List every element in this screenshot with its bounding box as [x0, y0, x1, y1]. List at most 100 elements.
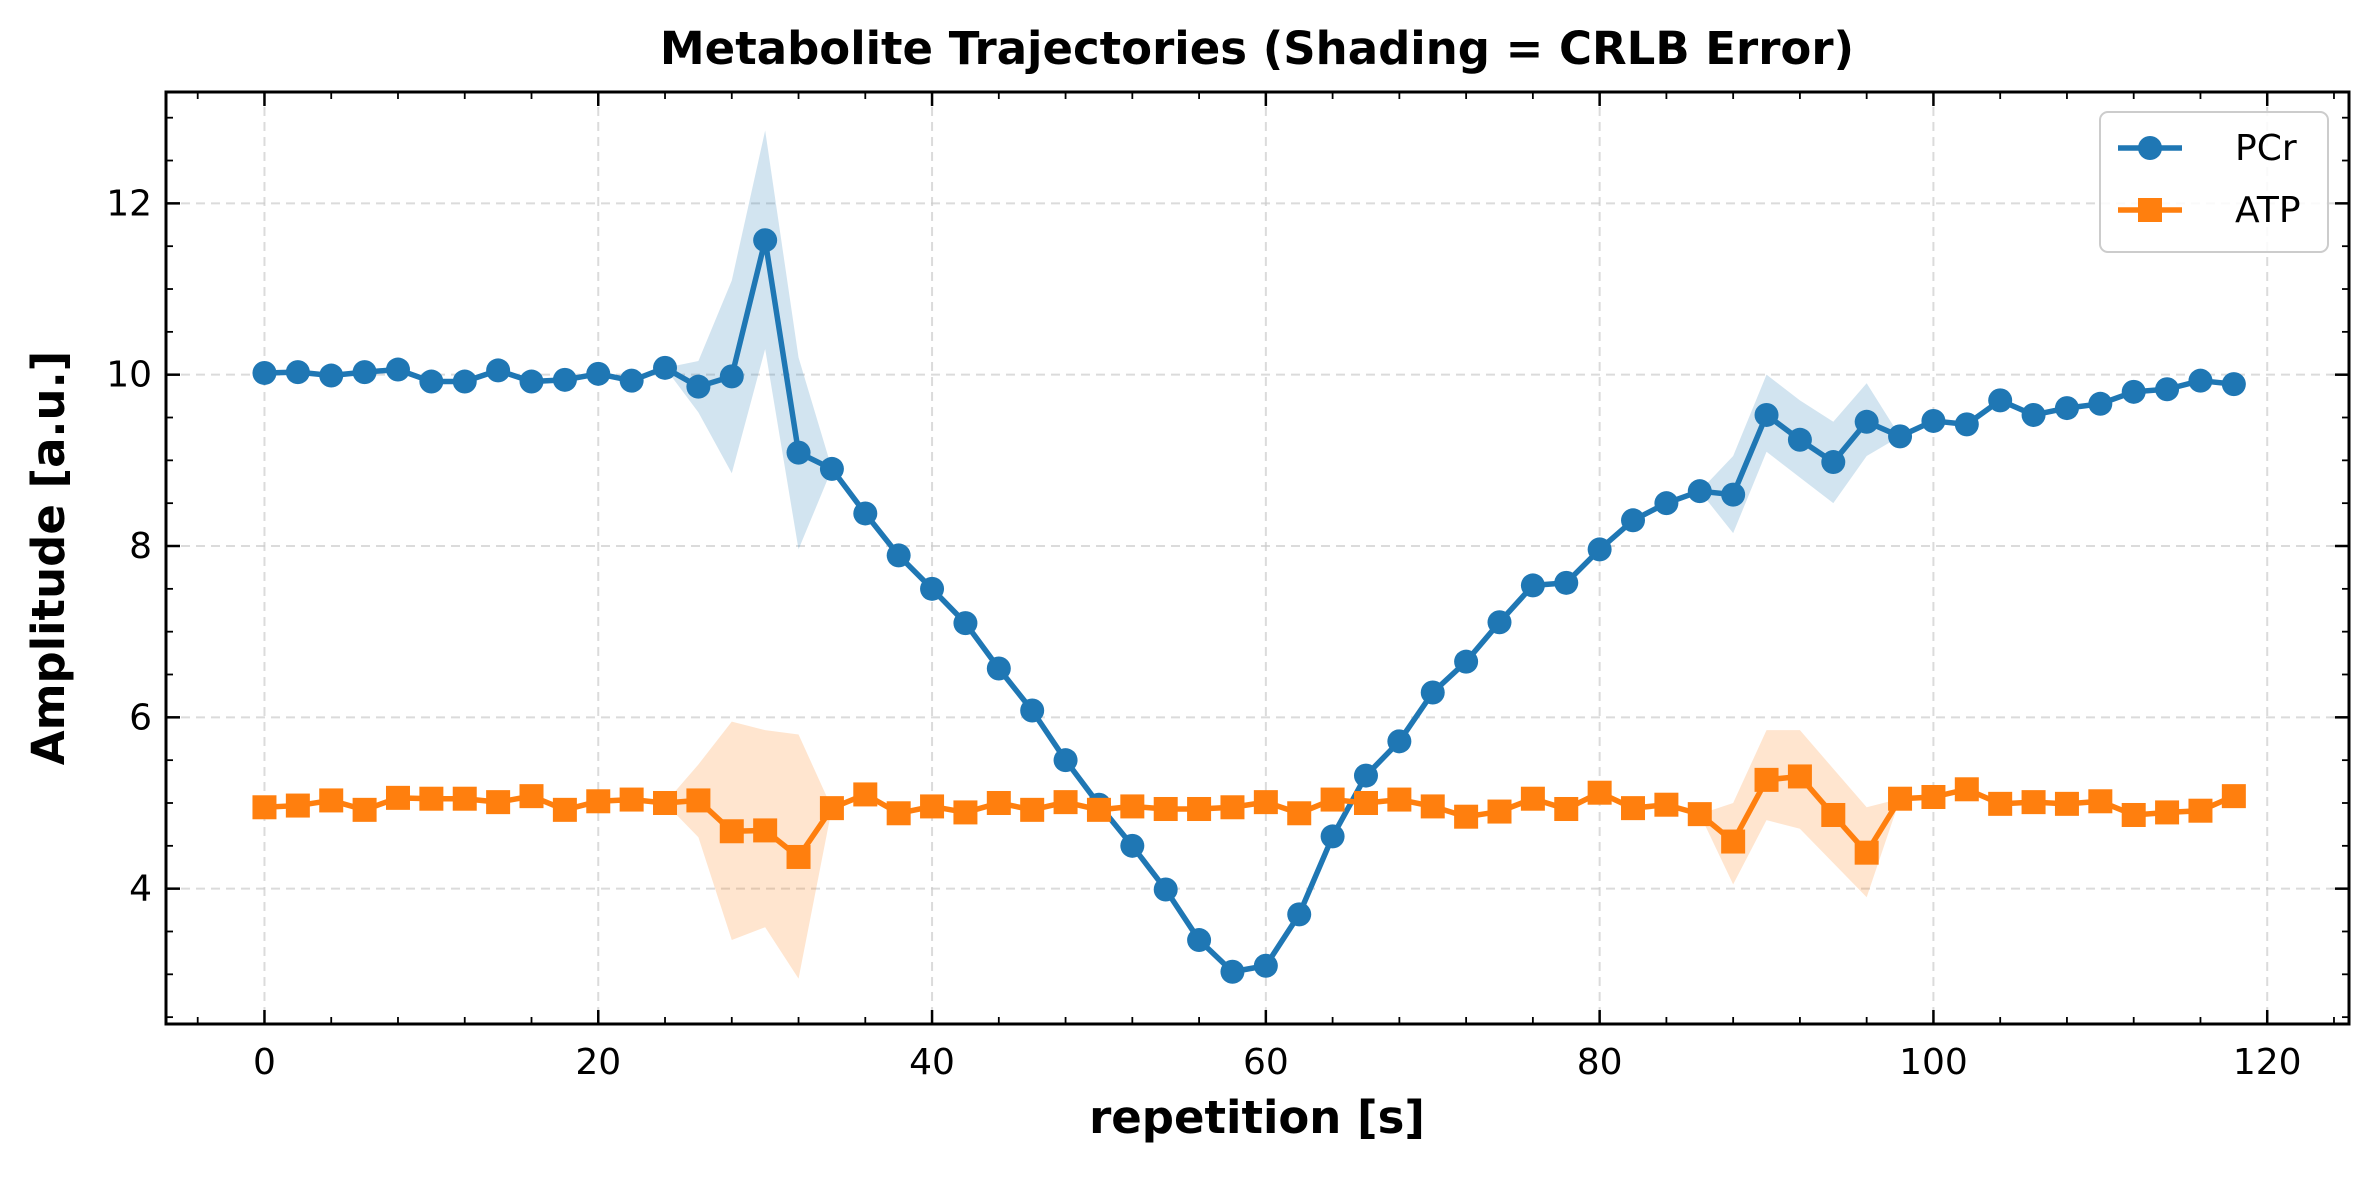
- pcr-point: [2088, 391, 2113, 416]
- atp-point: [1587, 780, 1612, 805]
- atp-point: [853, 782, 878, 807]
- pcr-point: [1420, 680, 1445, 705]
- atp-point: [786, 844, 811, 869]
- pcr-point: [1487, 610, 1512, 635]
- atp-point: [1921, 784, 1946, 809]
- x-tick-label: 20: [575, 1042, 621, 1083]
- atp-point: [1754, 767, 1779, 792]
- atp-point: [352, 797, 377, 822]
- pcr-point: [2054, 396, 2079, 421]
- legend: PCr ATP: [2099, 111, 2329, 253]
- atp-point: [1554, 796, 1579, 821]
- atp-point: [1654, 792, 1679, 817]
- x-tick-label: 120: [2233, 1042, 2302, 1083]
- atp-point: [1721, 829, 1746, 854]
- atp-point: [886, 801, 911, 826]
- atp-point: [986, 790, 1011, 815]
- atp-point: [1287, 801, 1312, 826]
- chart-title: Metabolite Trajectories (Shading = CRLB …: [660, 22, 1854, 75]
- pcr-point: [1654, 491, 1679, 516]
- atp-point: [1220, 795, 1245, 820]
- atp-point: [819, 796, 844, 821]
- grid-lines: [166, 92, 2349, 1024]
- pcr-point: [319, 363, 344, 388]
- atp-point: [486, 790, 511, 815]
- pcr-series-line: [264, 237, 2235, 975]
- pcr-point: [1587, 537, 1612, 562]
- series-lines: [252, 228, 2246, 984]
- atp-point: [1187, 796, 1212, 821]
- pcr-point: [1287, 902, 1312, 927]
- atp-point: [1153, 796, 1178, 821]
- pcr-point: [753, 228, 778, 253]
- pcr-point: [1687, 479, 1712, 504]
- pcr-point: [552, 367, 577, 392]
- pcr-point: [1253, 953, 1278, 978]
- x-tick-label: 60: [1243, 1042, 1289, 1083]
- pcr-point: [619, 368, 644, 393]
- pcr-point: [1554, 570, 1579, 595]
- pcr-point: [920, 576, 945, 601]
- atp-point: [1854, 840, 1879, 865]
- atp-point: [1954, 777, 1979, 802]
- pcr-point: [1721, 482, 1746, 507]
- pcr-point: [2155, 377, 2180, 402]
- pcr-point: [1988, 388, 2013, 413]
- atp-point: [252, 795, 277, 820]
- pcr-point: [1854, 409, 1879, 434]
- pcr-point: [1921, 408, 1946, 433]
- pcr-point: [252, 360, 277, 385]
- atp-point: [385, 785, 410, 810]
- x-tick-label: 0: [253, 1042, 276, 1083]
- pcr-point: [653, 355, 678, 380]
- pcr-point: [1621, 508, 1646, 533]
- atp-point: [686, 788, 711, 813]
- pcr-point: [853, 501, 878, 526]
- atp-point: [419, 786, 444, 811]
- pcr-point: [1387, 729, 1412, 754]
- atp-point: [753, 818, 778, 843]
- atp-point: [552, 797, 577, 822]
- atp-point: [1420, 794, 1445, 819]
- pcr-point: [986, 656, 1011, 681]
- atp-point: [1487, 799, 1512, 824]
- atp-point: [285, 793, 310, 818]
- atp-point: [319, 788, 344, 813]
- pcr-point: [1020, 698, 1045, 723]
- atp-point: [2121, 802, 2146, 827]
- pcr-point: [686, 374, 711, 399]
- pcr-point: [1954, 412, 1979, 437]
- pcr-point: [519, 369, 544, 394]
- pcr-point: [1120, 833, 1145, 858]
- x-tick-label: 100: [1899, 1042, 1968, 1083]
- atp-point: [1988, 791, 2013, 816]
- pcr-point: [2121, 379, 2146, 404]
- pcr-point: [1187, 928, 1212, 953]
- atp-legend-marker: [2138, 198, 2162, 222]
- y-tick-label: 10: [106, 355, 152, 396]
- pcr-point: [1153, 877, 1178, 902]
- x-axis-label: repetition [s]: [1089, 1091, 1425, 1144]
- x-tick-label: 40: [909, 1042, 955, 1083]
- pcr-point: [1888, 424, 1913, 449]
- pcr-point: [1220, 959, 1245, 984]
- pcr-point: [452, 369, 477, 394]
- atp-point: [1020, 797, 1045, 822]
- atp-error-band: [264, 721, 2234, 979]
- atp-point: [2021, 790, 2046, 815]
- pcr-point: [1787, 427, 1812, 452]
- atp-point: [1053, 790, 1078, 815]
- atp-point: [2054, 791, 2079, 816]
- atp-point: [1454, 804, 1479, 829]
- pcr-legend-marker: [2138, 136, 2162, 160]
- pcr-point: [385, 357, 410, 382]
- atp-point: [519, 784, 544, 809]
- atp-point: [2088, 789, 2113, 814]
- atp-point: [1387, 787, 1412, 812]
- pcr-point: [1821, 450, 1846, 475]
- atp-point: [619, 787, 644, 812]
- pcr-point: [886, 543, 911, 568]
- atp-point: [1821, 802, 1846, 827]
- pcr-point: [1053, 748, 1078, 773]
